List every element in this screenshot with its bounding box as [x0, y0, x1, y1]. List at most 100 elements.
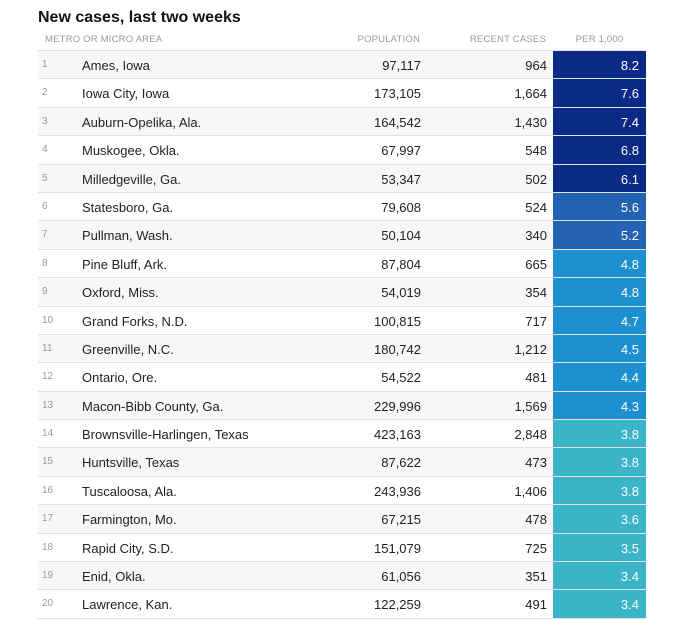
population-cell: 151,079	[374, 540, 421, 556]
table-row: 2 Iowa City, Iowa 173,105 1,664 7.6	[38, 79, 646, 108]
area-name-cell: Lawrence, Kan.	[82, 597, 173, 613]
per-1000-cell: 3.4	[553, 562, 646, 590]
area-name-cell: Rapid City, S.D.	[82, 540, 174, 556]
table-row: 4 Muskogee, Okla. 67,997 548 6.8	[38, 136, 646, 165]
rank-cell: 20	[42, 598, 54, 610]
recent-cases-cell: 1,406	[514, 483, 547, 499]
rank-cell: 3	[42, 115, 48, 127]
rank-cell: 10	[42, 314, 54, 326]
population-cell: 173,105	[374, 86, 421, 102]
recent-cases-cell: 665	[525, 256, 547, 272]
population-cell: 54,019	[381, 285, 421, 301]
recent-cases-cell: 1,569	[514, 398, 547, 414]
area-name-cell: Greenville, N.C.	[82, 341, 174, 357]
area-name-cell: Pullman, Wash.	[82, 228, 173, 244]
area-name-cell: Muskogee, Okla.	[82, 143, 180, 159]
table-row: 8 Pine Bluff, Ark. 87,804 665 4.8	[38, 249, 646, 279]
population-cell: 54,522	[381, 370, 421, 386]
per-1000-cell: 3.8	[553, 420, 646, 448]
area-name-cell: Iowa City, Iowa	[82, 86, 170, 102]
recent-cases-cell: 340	[525, 228, 547, 244]
per-1000-cell: 7.6	[553, 79, 646, 107]
rank-cell: 11	[42, 342, 53, 354]
area-name-cell: Farmington, Mo.	[82, 512, 177, 528]
data-table: 1 Ames, Iowa 97,117 964 8.2 2 Iowa City, Iowa 1…	[38, 51, 646, 619]
population-cell: 53,347	[381, 171, 421, 187]
rank-cell: 13	[42, 399, 54, 411]
table-row: 5 Milledgeville, Ga. 53,347 502 6.1	[38, 164, 646, 193]
table-row: 14 Brownsville-Harlingen, Texas 423,163 2,8…	[38, 420, 646, 449]
per-1000-cell: 4.8	[553, 278, 646, 306]
recent-cases-cell: 351	[525, 569, 547, 585]
table-row: 10 Grand Forks, N.D. 100,815 717 4.7	[38, 306, 646, 335]
rank-cell: 14	[42, 428, 54, 440]
per-1000-cell: 4.5	[553, 334, 646, 363]
population-cell: 67,997	[381, 143, 421, 159]
population-cell: 180,742	[374, 341, 421, 357]
table-row: 6 Statesboro, Ga. 79,608 524 5.6	[38, 192, 646, 222]
per-1000-cell: 4.7	[553, 306, 646, 334]
recent-cases-cell: 725	[525, 540, 547, 556]
column-header-population: POPULATION	[357, 34, 420, 45]
table-row: 3 Auburn-Opelika, Ala. 164,542 1,430 7.4	[38, 107, 646, 137]
area-name-cell: Huntsville, Texas	[82, 455, 180, 471]
area-name-cell: Grand Forks, N.D.	[82, 313, 188, 329]
population-cell: 61,056	[381, 569, 421, 585]
recent-cases-cell: 354	[525, 285, 547, 301]
table-row: 11 Greenville, N.C. 180,742 1,212 4.5	[38, 334, 646, 364]
per-1000-cell: 5.2	[553, 221, 646, 249]
table-row: 18 Rapid City, S.D. 151,079 725 3.5	[38, 533, 646, 563]
recent-cases-cell: 524	[525, 199, 547, 215]
rank-cell: 1	[42, 59, 48, 70]
population-cell: 423,163	[374, 427, 421, 443]
area-name-cell: Ontario, Ore.	[82, 370, 158, 386]
population-cell: 87,804	[381, 256, 421, 272]
recent-cases-cell: 1,664	[514, 86, 547, 102]
population-cell: 87,622	[381, 455, 421, 471]
rank-cell: 12	[42, 371, 54, 383]
per-1000-cell: 5.6	[553, 192, 646, 221]
rank-cell: 19	[42, 570, 54, 582]
per-1000-cell: 8.2	[553, 51, 646, 79]
table-row: 16 Tuscaloosa, Ala. 243,936 1,406 3.8	[38, 476, 646, 506]
rank-cell: 7	[42, 229, 48, 241]
recent-cases-cell: 1,430	[514, 114, 547, 130]
rank-cell: 9	[42, 286, 48, 298]
population-cell: 97,117	[382, 58, 421, 73]
area-name-cell: Macon-Bibb County, Ga.	[82, 398, 224, 414]
recent-cases-cell: 717	[525, 313, 547, 329]
rank-cell: 5	[42, 172, 48, 184]
table-row: 15 Huntsville, Texas 87,622 473 3.8	[38, 448, 646, 477]
rank-cell: 4	[42, 144, 48, 156]
per-1000-cell: 3.5	[553, 533, 646, 562]
rank-cell: 15	[42, 456, 54, 468]
population-cell: 243,936	[374, 483, 421, 499]
chart-title: New cases, last two weeks	[38, 9, 241, 26]
table-row: 13 Macon-Bibb County, Ga. 229,996 1,569 4.3	[38, 391, 646, 421]
recent-cases-cell: 473	[525, 455, 547, 471]
population-cell: 79,608	[381, 199, 421, 215]
area-name-cell: Milledgeville, Ga.	[82, 171, 181, 187]
header-divider	[38, 50, 646, 51]
per-1000-cell: 3.8	[553, 448, 646, 476]
per-1000-cell: 4.4	[553, 363, 646, 391]
area-name-cell: Auburn-Opelika, Ala.	[82, 114, 202, 130]
rank-cell: 2	[42, 87, 48, 99]
column-header-per-1000: PER 1,000	[575, 34, 624, 45]
rank-cell: 8	[42, 257, 48, 269]
table-row: 20 Lawrence, Kan. 122,259 491 3.4	[38, 590, 646, 619]
population-cell: 229,996	[374, 398, 421, 414]
per-1000-cell: 6.8	[553, 136, 646, 164]
area-name-cell: Enid, Okla.	[82, 569, 146, 585]
table-row: 17 Farmington, Mo. 67,215 478 3.6	[38, 505, 646, 534]
rank-cell: 16	[42, 484, 54, 496]
per-1000-cell: 4.8	[553, 249, 646, 278]
table-row: 12 Ontario, Ore. 54,522 481 4.4	[38, 363, 646, 392]
recent-cases-cell: 478	[525, 512, 547, 528]
table-row: 1 Ames, Iowa 97,117 964 8.2	[38, 51, 646, 80]
area-name-cell: Tuscaloosa, Ala.	[82, 483, 177, 499]
per-1000-cell: 6.1	[553, 164, 646, 192]
column-header-area: METRO OR MICRO AREA	[45, 34, 163, 45]
population-cell: 164,542	[374, 114, 421, 130]
column-header-recent-cases: RECENT CASES	[469, 34, 546, 45]
